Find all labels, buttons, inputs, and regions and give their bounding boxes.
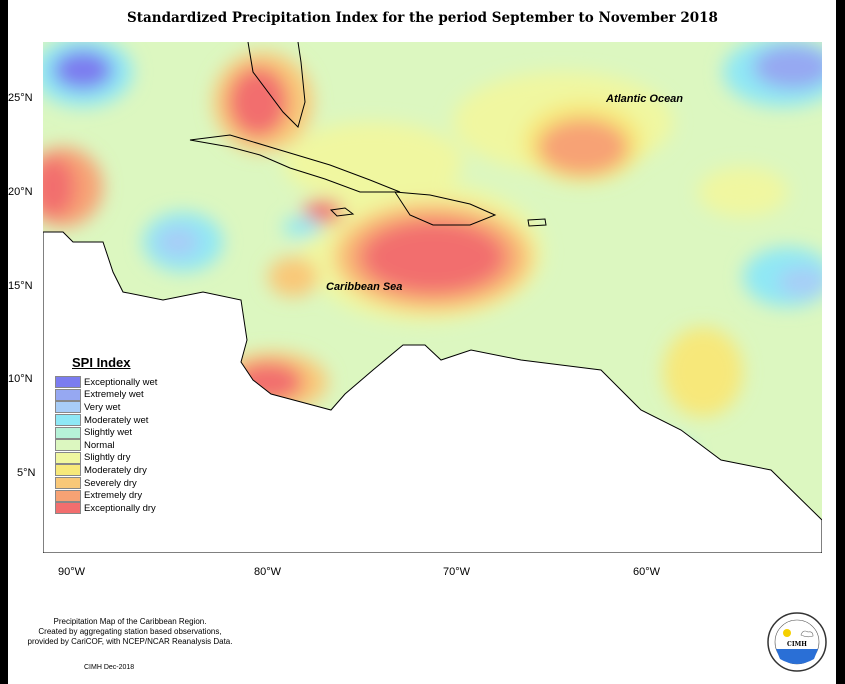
spi-legend: SPI Index Exceptionally wet Extremely wet…: [55, 355, 157, 515]
legend-label: Exceptionally wet: [84, 376, 158, 388]
cuba-outline: [189, 134, 401, 193]
legend-title: SPI Index: [72, 355, 131, 370]
cloud-icon: [800, 630, 814, 638]
footer-line: Created by aggregating station based obs…: [38, 627, 222, 636]
lat-tick: 5°N: [17, 467, 36, 479]
footer-line: provided by CariCOF, with NCEP/NCAR Rean…: [27, 637, 233, 646]
legend-swatch: [55, 439, 81, 452]
legend-label: Extremely dry: [84, 490, 143, 502]
legend-swatch: [55, 388, 81, 401]
legend-item: Very wet: [55, 401, 157, 414]
lon-tick: 90°W: [58, 566, 86, 578]
lon-tick: 70°W: [443, 566, 471, 578]
spi-field: [43, 42, 822, 477]
puerto-rico-outline: [527, 218, 547, 227]
legend-label: Severely dry: [84, 477, 137, 489]
spi-map: [43, 42, 822, 553]
waves-icon: [776, 649, 818, 664]
legend-item: Extremely dry: [55, 489, 157, 502]
logo-text: CIMH: [787, 641, 807, 648]
caribbean-sea-label: Caribbean Sea: [326, 281, 403, 293]
jamaica-outline: [329, 207, 355, 217]
legend-label: Very wet: [84, 401, 121, 413]
legend-swatch: [55, 414, 81, 427]
legend-swatch: [55, 477, 81, 490]
lat-tick: 10°N: [8, 373, 33, 385]
legend-swatch: [55, 489, 81, 502]
right-border: [836, 0, 845, 684]
lat-tick: 25°N: [8, 92, 33, 104]
legend-label: Extremely wet: [84, 389, 144, 401]
atlantic-ocean-label: Atlantic Ocean: [606, 93, 684, 105]
footer-notes: Precipitation Map of the Caribbean Regio…: [10, 617, 250, 647]
lon-tick: 80°W: [254, 566, 282, 578]
legend-label: Slightly dry: [84, 452, 131, 464]
legend-label: Normal: [84, 439, 115, 451]
legend-label: Moderately dry: [84, 464, 147, 476]
legend-swatch: [55, 502, 81, 515]
legend-item: Severely dry: [55, 477, 157, 490]
legend-item: Slightly wet: [55, 426, 157, 439]
legend-item: Normal: [55, 439, 157, 452]
footer-line: Precipitation Map of the Caribbean Regio…: [53, 617, 207, 626]
legend-swatch: [55, 451, 81, 464]
legend-item: Extremely wet: [55, 388, 157, 402]
legend-item: Exceptionally dry: [55, 502, 157, 515]
legend-label: Exceptionally dry: [84, 502, 156, 514]
footer-credit: CIMH Dec-2018: [84, 664, 135, 671]
legend-label: Moderately wet: [84, 414, 149, 426]
lon-tick: 60°W: [633, 566, 661, 578]
legend-item: Exceptionally wet: [55, 376, 157, 389]
legend-swatch: [55, 376, 81, 389]
left-border: [0, 0, 8, 684]
map-title: Standardized Precipitation Index for the…: [127, 10, 718, 26]
legend-item: Moderately dry: [55, 464, 157, 477]
legend-swatch: [55, 464, 81, 477]
legend-swatch: [55, 401, 81, 414]
lat-tick: 20°N: [8, 186, 33, 198]
sun-icon: [783, 629, 791, 637]
cimh-logo: CIMH: [767, 612, 827, 672]
mainland-land: [43, 231, 822, 553]
legend-swatch: [55, 426, 81, 439]
hispaniola-outline: [394, 191, 497, 226]
lat-tick: 15°N: [8, 280, 33, 292]
legend-item: Slightly dry: [55, 451, 157, 465]
florida-outline: [247, 42, 306, 128]
legend-item: Moderately wet: [55, 414, 157, 427]
legend-label: Slightly wet: [84, 427, 133, 439]
